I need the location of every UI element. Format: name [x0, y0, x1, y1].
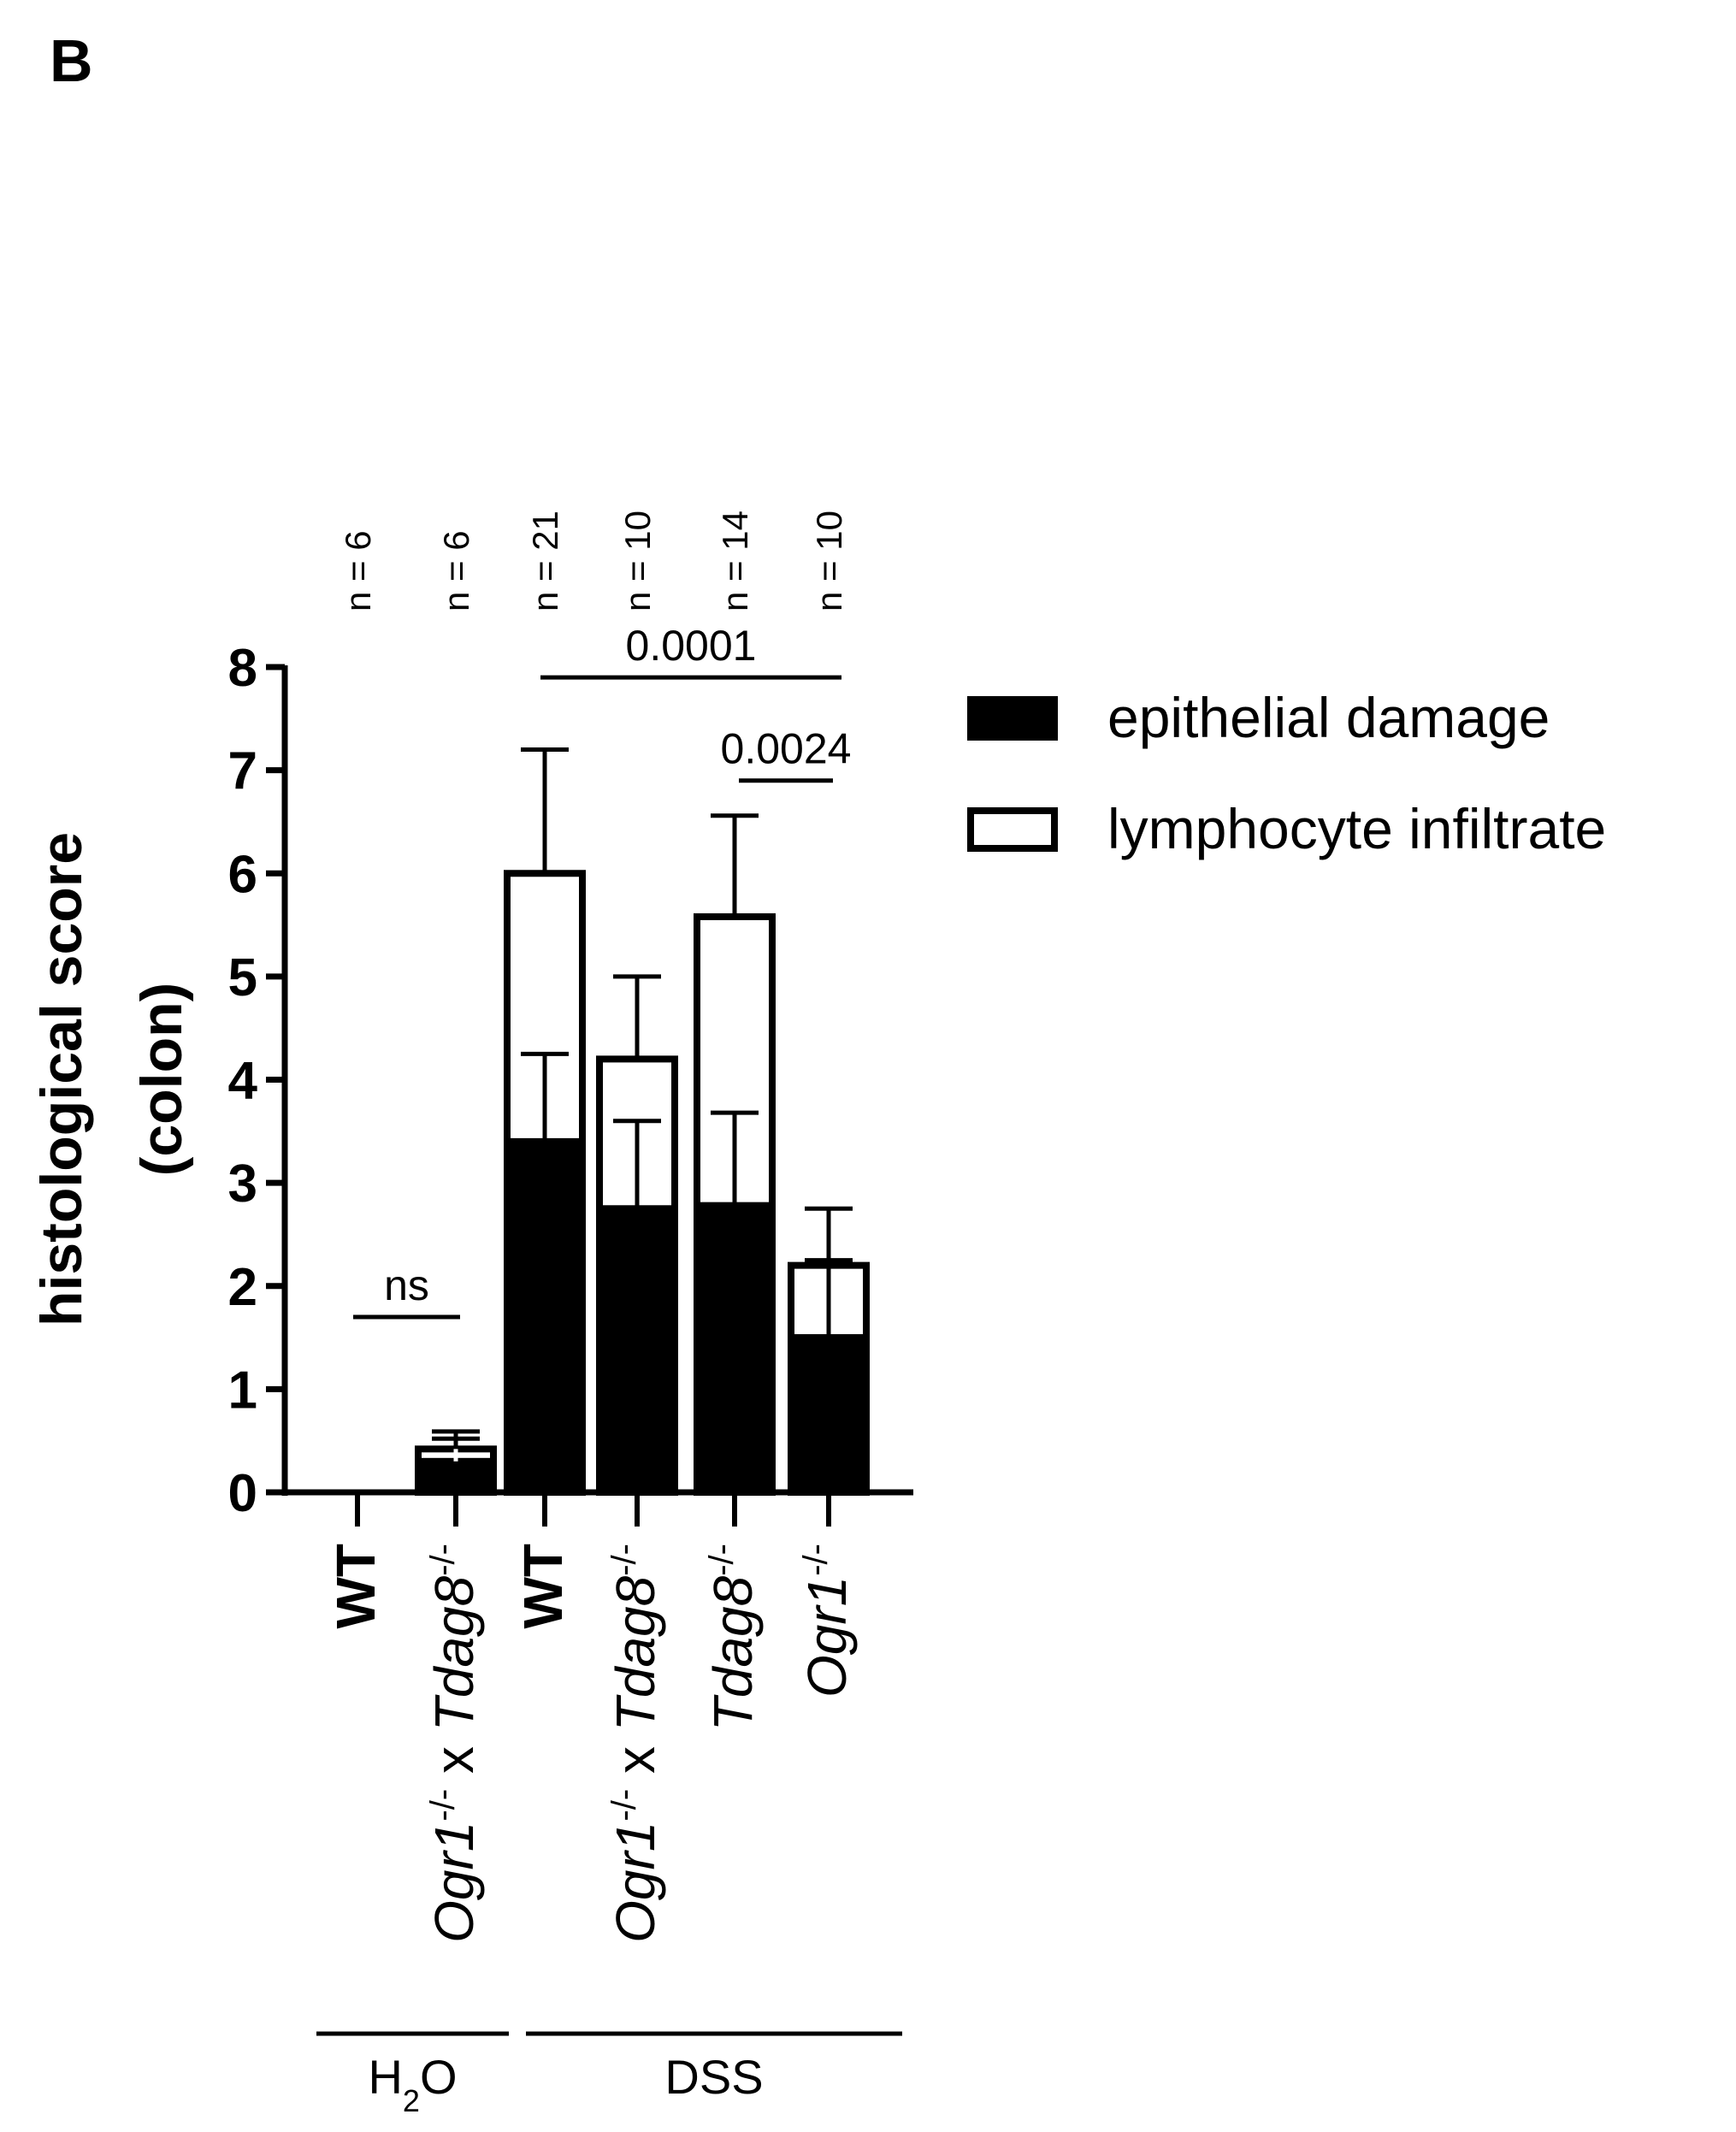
legend-swatch: [967, 696, 1058, 741]
group-label-main: DSS: [664, 2050, 763, 2104]
n-label: n = 21: [525, 511, 565, 611]
category-label-part: -/-: [605, 1544, 643, 1576]
category-label-part: Ogr1: [605, 1822, 666, 1943]
n-label: n = 14: [715, 511, 755, 611]
category-label-part: x: [605, 1731, 666, 1789]
category-label-part: -/-: [424, 1789, 462, 1822]
y-tick-label: 6: [228, 845, 257, 904]
significance-label: ns: [384, 1261, 429, 1309]
category-label-part: Tdag8: [423, 1575, 485, 1731]
group-label: H2O: [368, 2050, 457, 2118]
category-label-part: Tdag8: [702, 1575, 764, 1731]
category-label-part: x: [423, 1731, 485, 1789]
significance-label: 0.0001: [626, 622, 757, 670]
category-label: Tdag8-/-: [702, 1544, 764, 1731]
bar-epithelial-damage: [788, 1334, 870, 1496]
bar-epithelial-damage: [415, 1457, 497, 1496]
category-label-part: Ogr1: [796, 1576, 858, 1698]
category-label: WT: [325, 1544, 387, 1629]
chart-plot: 0 1 2 3 4 5 6 7 8 histological score (colon) n = 6 n…: [29, 511, 1606, 2117]
y-tick-label: 0: [228, 1464, 257, 1523]
y-tick-label: 7: [228, 742, 257, 801]
category-label-part: Ogr1: [423, 1822, 485, 1943]
category-label-part: -/-: [424, 1544, 462, 1576]
category-label-part: -/-: [797, 1544, 835, 1576]
group-label: DSS: [664, 2050, 763, 2104]
significance-label: 0.0024: [721, 725, 852, 773]
bar-epithelial-damage: [694, 1202, 776, 1496]
category-label-part: WT: [512, 1544, 574, 1629]
y-tick-label: 8: [228, 639, 257, 698]
category-label-part: -/-: [605, 1789, 643, 1822]
category-label-part: WT: [325, 1544, 387, 1629]
n-label: n = 6: [436, 530, 476, 611]
y-tick-label: 3: [228, 1155, 257, 1214]
y-tick-label: 5: [228, 948, 257, 1007]
panel-label: B: [50, 27, 93, 94]
group-label-main: H: [368, 2050, 402, 2104]
category-label-part: -/-: [703, 1544, 741, 1576]
bar-epithelial-damage: [504, 1137, 586, 1496]
group-label-sub: 2: [403, 2083, 420, 2118]
y-tick-label: 2: [228, 1258, 257, 1317]
legend-label: epithelial damage: [1107, 686, 1550, 749]
group-label-tail: O: [420, 2050, 458, 2104]
y-axis-title: histological score: [29, 832, 94, 1326]
y-axis-title-line2: (colon): [129, 983, 194, 1177]
y-tick-label: 4: [228, 1052, 258, 1111]
bar-epithelial-damage: [596, 1205, 678, 1496]
n-label: n = 10: [809, 511, 849, 611]
category-label-part: Tdag8: [605, 1575, 666, 1731]
legend-label: lymphocyte infiltrate: [1107, 797, 1606, 860]
legend-swatch: [967, 807, 1058, 852]
category-label: Ogr1-/- x Tdag8-/-: [423, 1544, 485, 1943]
category-label: Ogr1-/-: [796, 1544, 858, 1698]
category-label: Ogr1-/- x Tdag8-/-: [605, 1544, 666, 1943]
n-label: n = 6: [338, 530, 378, 611]
y-tick-label: 1: [228, 1361, 257, 1420]
n-label: n = 10: [617, 511, 658, 611]
category-label: WT: [512, 1544, 574, 1629]
